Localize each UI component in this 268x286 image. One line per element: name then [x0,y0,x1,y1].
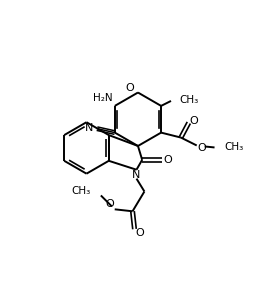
Text: O: O [135,228,144,238]
Text: N: N [132,170,141,180]
Text: O: O [197,144,206,154]
Text: CH₃: CH₃ [224,142,244,152]
Text: CH₃: CH₃ [179,95,198,105]
Text: O: O [189,116,198,126]
Text: O: O [163,155,172,165]
Text: O: O [126,83,135,93]
Text: H₂N: H₂N [93,93,113,103]
Text: N: N [85,123,93,133]
Text: O: O [105,199,114,209]
Text: CH₃: CH₃ [72,186,91,196]
